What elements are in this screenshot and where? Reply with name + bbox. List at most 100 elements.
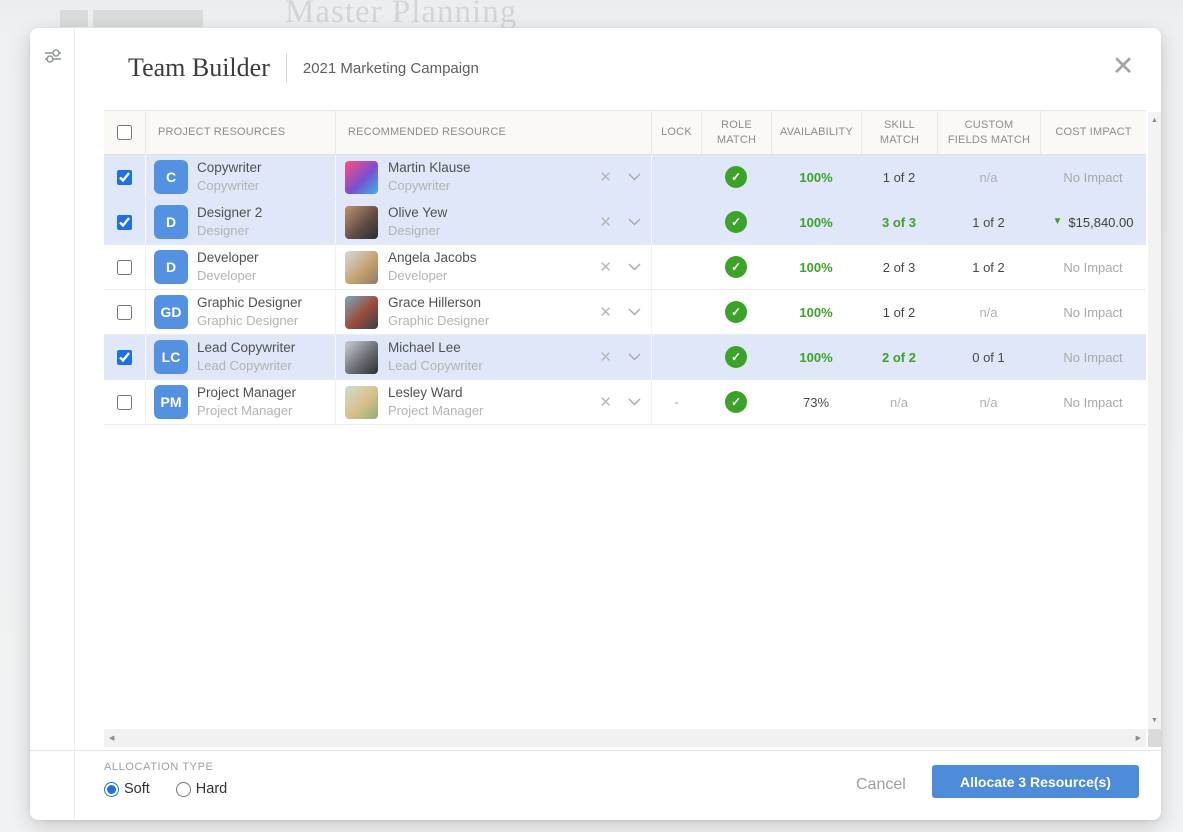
remove-icon[interactable]: ✕ xyxy=(599,394,612,411)
chevron-down-icon[interactable] xyxy=(628,398,641,406)
chevron-down-icon[interactable] xyxy=(628,173,641,181)
cost-impact-cell: No Impact xyxy=(1063,169,1123,185)
project-resource-cell: D Developer Developer xyxy=(145,245,335,289)
lock-cell xyxy=(651,245,701,289)
col-project-resources: PROJECT RESOURCES xyxy=(145,111,335,154)
row-select-checkbox[interactable] xyxy=(117,304,132,320)
lock-cell: - xyxy=(651,380,701,424)
role-match-cell: ✓ xyxy=(701,290,771,334)
cost-impact-value: $15,840.00 xyxy=(1068,214,1134,230)
chevron-down-icon[interactable] xyxy=(628,353,641,361)
role-badge: D xyxy=(154,205,188,239)
vertical-scrollbar[interactable]: ▲ ▼ xyxy=(1148,112,1161,729)
row-select-cell xyxy=(104,335,145,379)
radio-soft[interactable]: Soft xyxy=(104,781,150,797)
recommended-resource-cell: Olive Yew Designer ✕ xyxy=(335,200,651,244)
cost-impact-cell: No Impact xyxy=(1063,304,1123,320)
row-select-checkbox[interactable] xyxy=(117,214,132,230)
chevron-down-icon[interactable] xyxy=(628,308,641,316)
footer-divider xyxy=(30,750,1161,751)
match-check-icon: ✓ xyxy=(725,166,747,188)
role-match-cell: ✓ xyxy=(701,155,771,199)
scroll-left-icon[interactable]: ◀ xyxy=(109,734,115,742)
row-select-checkbox[interactable] xyxy=(117,169,132,185)
recommended-resource-cell: Lesley Ward Project Manager ✕ xyxy=(335,380,651,424)
avatar xyxy=(345,340,378,374)
radio-hard-input[interactable] xyxy=(175,781,191,797)
recommended-resource-cell: Angela Jacobs Developer ✕ xyxy=(335,245,651,289)
row-select-cell xyxy=(104,200,145,244)
lock-cell xyxy=(651,335,701,379)
skill-match-cell: 1 of 2 xyxy=(882,169,916,185)
person-name: Grace Hillerson xyxy=(388,295,482,311)
resource-title: Developer xyxy=(197,250,259,266)
close-icon[interactable]: ✕ xyxy=(1111,50,1135,81)
match-check-icon: ✓ xyxy=(725,211,747,233)
match-check-icon: ✓ xyxy=(725,391,747,413)
skill-match-cell: n/a xyxy=(889,394,909,410)
select-all-checkbox[interactable] xyxy=(117,125,132,140)
table-header-row: PROJECT RESOURCES RECOMMENDED RESOURCE L… xyxy=(104,110,1146,155)
resource-title: Copywriter xyxy=(197,160,262,176)
row-select-cell xyxy=(104,245,145,289)
avatar xyxy=(345,250,378,284)
role-match-cell: ✓ xyxy=(701,335,771,379)
radio-soft-input[interactable] xyxy=(104,781,119,797)
cost-impact-cell[interactable]: ▼ $15,840.00 xyxy=(1040,200,1146,244)
radio-hard[interactable]: Hard xyxy=(175,781,227,797)
allocation-type-label: ALLOCATION TYPE xyxy=(104,761,214,773)
sliders-icon[interactable] xyxy=(42,45,64,72)
remove-icon[interactable]: ✕ xyxy=(599,304,612,321)
chevron-down-icon[interactable] xyxy=(628,263,641,271)
person-role: Lead Copywriter xyxy=(388,358,483,374)
row-select-checkbox[interactable] xyxy=(117,259,132,275)
horizontal-scrollbar[interactable]: ◀ ▶ xyxy=(104,729,1146,747)
remove-icon[interactable]: ✕ xyxy=(599,214,612,231)
select-all-cell xyxy=(104,111,145,154)
match-check-icon: ✓ xyxy=(725,256,747,278)
resource-subtitle: Developer xyxy=(197,268,257,284)
cost-impact-cell: No Impact xyxy=(1063,259,1123,275)
col-custom-fields-match: CUSTOM FIELDS MATCH xyxy=(937,111,1040,154)
availability-cell: 100% xyxy=(799,349,833,365)
resource-table: PROJECT RESOURCES RECOMMENDED RESOURCE L… xyxy=(104,110,1146,425)
resource-title: Graphic Designer xyxy=(197,295,303,311)
role-badge: GD xyxy=(154,295,188,329)
remove-icon[interactable]: ✕ xyxy=(599,169,612,186)
person-name: Lesley Ward xyxy=(388,385,463,401)
scroll-up-icon[interactable]: ▲ xyxy=(1151,117,1158,124)
chevron-down-icon[interactable] xyxy=(628,218,641,226)
cancel-button[interactable]: Cancel xyxy=(856,776,906,793)
remove-icon[interactable]: ✕ xyxy=(599,259,612,276)
skill-match-cell: 3 of 3 xyxy=(882,214,916,230)
project-resource-cell: D Designer 2 Designer xyxy=(145,200,335,244)
table-row: GD Graphic Designer Graphic Designer Grac… xyxy=(104,290,1146,335)
dialog-side-strip xyxy=(30,28,75,820)
remove-icon[interactable]: ✕ xyxy=(599,349,612,366)
resource-subtitle: Copywriter xyxy=(197,178,260,194)
allocate-button[interactable]: Allocate 3 Resource(s) xyxy=(932,765,1139,798)
custom-fields-cell: n/a xyxy=(979,169,998,185)
dialog-header: Team Builder 2021 Marketing Campaign xyxy=(128,53,479,83)
availability-cell: 100% xyxy=(799,259,833,275)
table-row: D Designer 2 Designer Olive Yew Designer ✕… xyxy=(104,200,1146,245)
scroll-down-icon[interactable]: ▼ xyxy=(1151,717,1158,724)
avatar xyxy=(345,295,378,329)
col-availability: AVAILABILITY xyxy=(771,111,861,154)
person-name: Michael Lee xyxy=(388,340,461,356)
recommended-resource-cell: Grace Hillerson Graphic Designer ✕ xyxy=(335,290,651,334)
row-select-cell xyxy=(104,290,145,334)
availability-cell: 100% xyxy=(799,214,833,230)
table-row: PM Project Manager Project Manager Lesley… xyxy=(104,380,1146,425)
availability-cell: 100% xyxy=(799,169,833,185)
cost-impact-cell: No Impact xyxy=(1063,394,1123,410)
lock-cell xyxy=(651,200,701,244)
row-select-checkbox[interactable] xyxy=(117,394,132,410)
row-select-checkbox[interactable] xyxy=(117,349,132,365)
availability-cell: 100% xyxy=(799,304,833,320)
table-row: LC Lead Copywriter Lead Copywriter Michae… xyxy=(104,335,1146,380)
person-role: Project Manager xyxy=(388,403,484,419)
custom-fields-cell: 0 of 1 xyxy=(972,349,1005,365)
person-role: Developer xyxy=(388,268,448,284)
scroll-right-icon[interactable]: ▶ xyxy=(1135,734,1141,742)
